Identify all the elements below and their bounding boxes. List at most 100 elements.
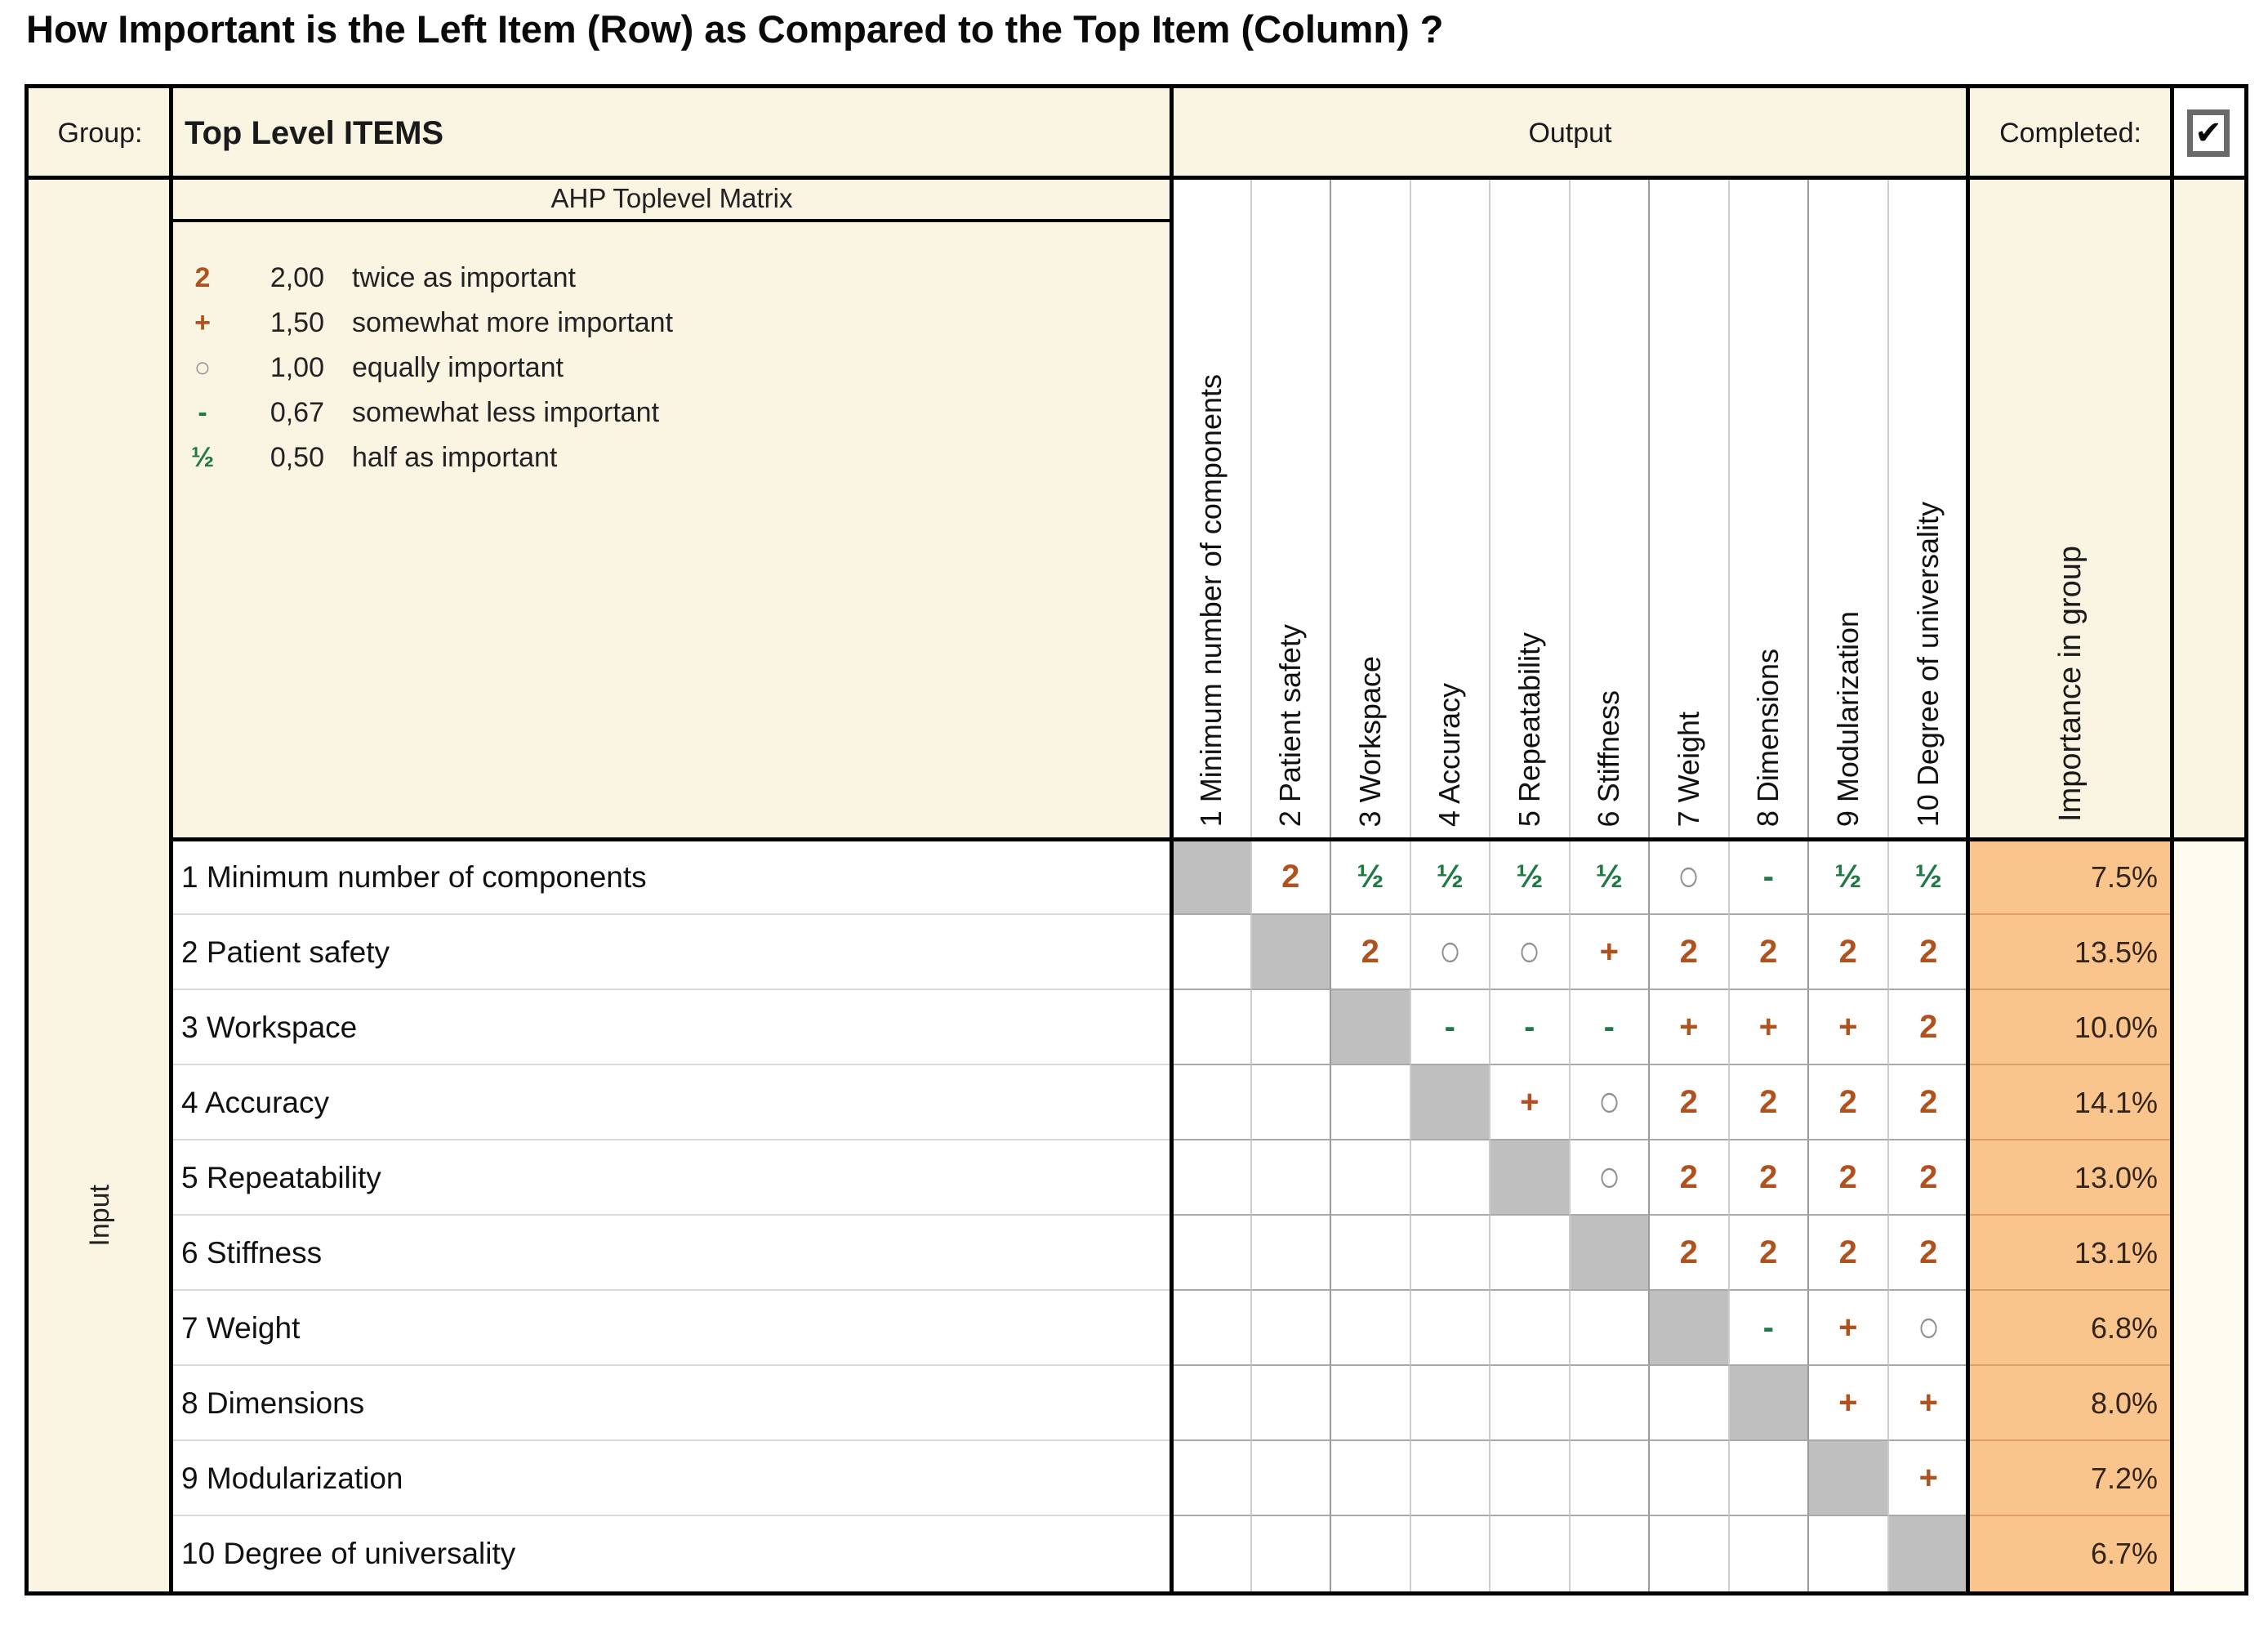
matrix-column-header-label: 10 Degree of universality (1911, 501, 1945, 827)
matrix-cell-r2c4[interactable]: ○ (1410, 915, 1490, 990)
matrix-cell-r7c10[interactable]: ○ (1888, 1291, 1968, 1366)
comparison-symbol: - (1524, 1009, 1535, 1045)
matrix-cell-r5c10[interactable]: 2 (1888, 1140, 1968, 1216)
matrix-cell-r3c10[interactable]: 2 (1888, 990, 1968, 1065)
importance-value: 13.0% (1968, 1140, 2172, 1216)
matrix-cell-r5c9[interactable]: 2 (1809, 1140, 1889, 1216)
matrix-cell-r1c5[interactable]: ½ (1490, 840, 1571, 915)
importance-values: 7.5% 13.5% 10.0% 14.1% 13.0% 13.1% 6.8% 8.0% 7.2… (1968, 840, 2172, 1591)
legend-row: +1,50 somewhat more important (184, 301, 673, 346)
label-data-bg (172, 840, 1172, 1591)
legend-row: ½ 0,50 half as important (184, 435, 558, 480)
matrix-cell-r2c6[interactable]: + (1570, 915, 1650, 990)
comparison-symbol: + (1918, 1385, 1938, 1421)
comparison-symbol: + (1679, 1009, 1699, 1045)
matrix-cell-r4c9[interactable]: 2 (1809, 1065, 1889, 1140)
matrix-row-label: 3 Workspace (172, 990, 1172, 1065)
matrix-cell-r10c8 (1730, 1516, 1809, 1591)
divider-importance-right (2170, 88, 2174, 1591)
matrix-diagonal-cell (1570, 1216, 1650, 1291)
matrix-cell-r3c4[interactable]: - (1410, 990, 1490, 1065)
matrix-cell-r1c7[interactable]: ○ (1650, 840, 1730, 915)
matrix-cell-r1c2[interactable]: 2 (1251, 840, 1331, 915)
matrix-cell-r2c7[interactable]: 2 (1650, 915, 1730, 990)
matrix-cell-r3c7[interactable]: + (1650, 990, 1730, 1065)
matrix-cell-r7c8[interactable]: - (1729, 1291, 1809, 1366)
matrix-cell-r9c1 (1172, 1441, 1252, 1516)
importance-value: 7.5% (1968, 840, 2172, 915)
comparison-symbol: 2 (1919, 1234, 1938, 1270)
matrix-cell-r7c1 (1172, 1291, 1252, 1366)
checkmark-icon: ✔ (2194, 115, 2222, 151)
comparison-symbol: + (1918, 1460, 1938, 1496)
matrix-cell-r2c9[interactable]: 2 (1809, 915, 1889, 990)
matrix-cell-r2c3[interactable]: 2 (1331, 915, 1411, 990)
matrix-cell-r8c10[interactable]: + (1888, 1366, 1968, 1441)
matrix-column-header-label: 9 Modularization (1830, 610, 1865, 827)
matrix-cell-r1c3[interactable]: ½ (1331, 840, 1411, 915)
matrix-column-header: 9 Modularization (1809, 178, 1889, 840)
matrix-cell-r3c9[interactable]: + (1809, 990, 1889, 1065)
matrix-cell-r9c10[interactable]: + (1888, 1441, 1968, 1516)
matrix-cell-r4c8[interactable]: 2 (1729, 1065, 1809, 1140)
matrix-cell-r1c4[interactable]: ½ (1410, 840, 1490, 915)
matrix-cell-r6c1 (1172, 1216, 1252, 1291)
matrix-cell-r4c6[interactable]: ○ (1570, 1065, 1650, 1140)
matrix-cell-r9c8 (1729, 1441, 1809, 1516)
matrix-diagonal-cell (1729, 1366, 1809, 1441)
matrix-cell-r6c9[interactable]: 2 (1809, 1216, 1889, 1291)
matrix-cell-r1c9[interactable]: ½ (1809, 840, 1889, 915)
comparison-symbol: 2 (1361, 934, 1379, 970)
comparison-symbol: 2 (1759, 1159, 1778, 1195)
matrix-cell-r10c1 (1172, 1516, 1252, 1591)
matrix-cell-r9c4 (1410, 1441, 1490, 1516)
matrix-cell-r8c9[interactable]: + (1809, 1366, 1889, 1441)
matrix-cell-r1c10[interactable]: ½ (1888, 840, 1968, 915)
matrix-cell-r3c8[interactable]: + (1729, 990, 1809, 1065)
matrix-cell-r5c7[interactable]: 2 (1650, 1140, 1730, 1216)
matrix-cell-r2c10[interactable]: 2 (1888, 915, 1968, 990)
matrix-diagonal-cell (1410, 1065, 1490, 1140)
legend-value: 0,67 (270, 397, 324, 428)
importance-header-bg (1968, 88, 2172, 840)
matrix-column-header: 8 Dimensions (1730, 178, 1809, 840)
legend-row: 2 2,00 twice as important (184, 256, 576, 301)
comparison-symbol: - (1444, 1009, 1455, 1045)
matrix-diagonal-cell (1251, 915, 1331, 990)
matrix-cell-r10c9 (1809, 1516, 1889, 1591)
comparison-symbol: ½ (1595, 859, 1623, 895)
matrix-diagonal-cell (1172, 840, 1252, 915)
matrix-cell-r9c5 (1490, 1441, 1571, 1516)
matrix-column-header: 1 Minimum number of components (1172, 178, 1252, 840)
matrix-cell-r4c5[interactable]: + (1490, 1065, 1571, 1140)
comparison-symbol: - (1603, 1009, 1615, 1045)
comparison-symbol: + (1838, 1310, 1858, 1346)
matrix-cell-r1c8[interactable]: - (1729, 840, 1809, 915)
completed-checkbox[interactable]: ✔ (2187, 109, 2230, 157)
comparison-symbol: 2 (1679, 1084, 1698, 1120)
matrix-cell-r3c6[interactable]: - (1570, 990, 1650, 1065)
matrix-title: AHP Toplevel Matrix (550, 183, 793, 213)
matrix-column-header-label: 7 Weight (1671, 711, 1705, 827)
matrix-cell-r3c5[interactable]: - (1490, 990, 1571, 1065)
matrix-cell-r1c6[interactable]: ½ (1570, 840, 1650, 915)
matrix-cell-r4c2 (1251, 1065, 1331, 1140)
legend-symbol-icon: 2 (194, 262, 211, 293)
matrix-cell-r2c5[interactable]: ○ (1490, 915, 1571, 990)
matrix-column-header: 6 Stiffness (1571, 178, 1650, 840)
group-label: Group: (57, 117, 143, 149)
matrix-cell-r5c1 (1172, 1140, 1252, 1216)
matrix-cell-r2c8[interactable]: 2 (1729, 915, 1809, 990)
comparison-symbol: ○ (1517, 926, 1541, 976)
matrix-cell-r6c7[interactable]: 2 (1650, 1216, 1730, 1291)
matrix-cell-r4c7[interactable]: 2 (1650, 1065, 1730, 1140)
matrix-cell-r7c9[interactable]: + (1809, 1291, 1889, 1366)
comparison-symbol: + (1838, 1009, 1858, 1045)
matrix-cell-r6c10[interactable]: 2 (1888, 1216, 1968, 1291)
matrix-cell-r4c10[interactable]: 2 (1888, 1065, 1968, 1140)
matrix-cell-r5c6[interactable]: ○ (1570, 1140, 1650, 1216)
comparison-symbol: 2 (1838, 1234, 1857, 1270)
matrix-cell-r5c8[interactable]: 2 (1729, 1140, 1809, 1216)
matrix-cell-r6c8[interactable]: 2 (1729, 1216, 1809, 1291)
matrix-row-label: 1 Minimum number of components (172, 840, 1172, 915)
